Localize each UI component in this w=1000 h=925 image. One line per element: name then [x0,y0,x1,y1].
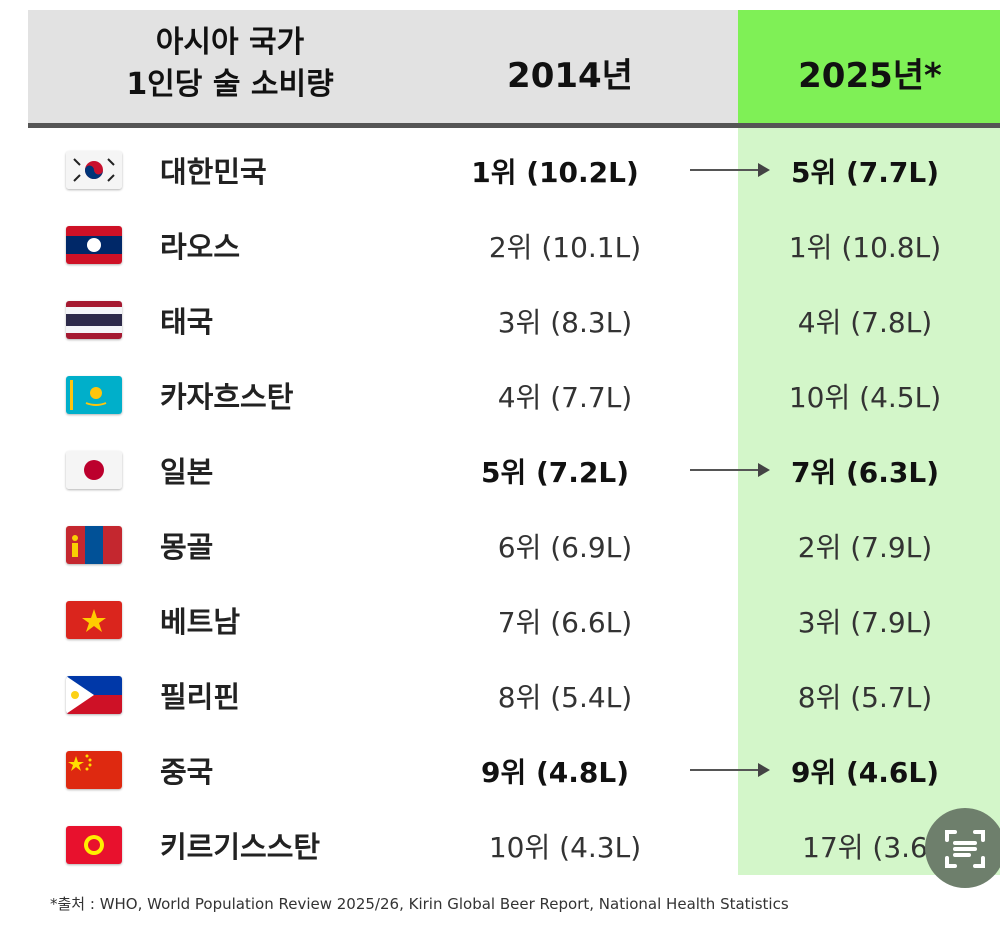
arrow-right-icon [690,763,770,777]
value-2014: 6위 (6.9L) [497,531,633,564]
header-2025-background [738,10,1000,128]
flag-thailand-icon [66,301,122,339]
value-2014: 1위 (10.2L) [471,156,639,189]
table-row: 카자흐스탄 4위 (7.7L) 10위 (4.5L) [0,356,1000,431]
value-2025: 5위 (7.7L) [790,156,940,189]
table-row: 라오스 2위 (10.1L) 1위 (10.8L) [0,206,1000,281]
flag-china-icon [66,751,122,789]
value-2025: 1위 (10.8L) [788,231,942,264]
country-name: 중국 [160,755,214,789]
arrow-right-icon [690,163,770,177]
value-2014: 9위 (4.8L) [480,756,630,789]
table-row: 필리핀 8위 (5.4L) 8위 (5.7L) [0,656,1000,731]
source-note: *출처 : WHO, World Population Review 2025/… [50,895,789,913]
country-name: 일본 [160,455,214,489]
header-title-line1: 아시아 국가 [155,25,305,60]
table-row: 중국 9위 (4.8L) 9위 (4.6L) [0,731,1000,806]
country-name: 필리핀 [160,680,241,714]
country-name: 카자흐스탄 [160,380,294,414]
arrow-right-icon [690,463,770,477]
table-row: 몽골 6위 (6.9L) 2위 (7.9L) [0,506,1000,581]
flag-kazakhstan-icon [66,376,122,414]
header-title-line2: 1인당 술 소비량 [126,67,334,102]
header-2014: 2014년 [507,56,633,96]
value-2025: 2위 (7.9L) [797,531,933,564]
value-2025: 3위 (7.9L) [797,606,933,639]
flag-south-korea-icon [66,151,122,189]
flag-philippines-icon [66,676,122,714]
flag-vietnam-icon [66,601,122,639]
value-2014: 7위 (6.6L) [497,606,633,639]
value-2025: 8위 (5.7L) [797,681,933,714]
value-2025: 7위 (6.3L) [790,456,940,489]
value-2025: 9위 (4.6L) [790,756,940,789]
table-row: 키르기스스탄 10위 (4.3L) 17위 (3.6 [0,806,1000,881]
scan-text-icon [945,830,985,868]
value-2025: 17위 (3.6 [802,831,928,864]
country-name: 몽골 [160,530,214,564]
flag-kyrgyzstan-icon [66,826,122,864]
flag-mongolia-icon [66,526,122,564]
country-name: 라오스 [160,230,241,264]
value-2014: 3위 (8.3L) [497,306,633,339]
header-title: 아시아 국가 1인당 술 소비량 [95,22,365,106]
value-2014: 8위 (5.4L) [497,681,633,714]
table-row: 태국 3위 (8.3L) 4위 (7.8L) [0,281,1000,356]
table-row: 일본 5위 (7.2L) 7위 (6.3L) [0,431,1000,506]
value-2014: 5위 (7.2L) [480,456,630,489]
value-2025: 10위 (4.5L) [788,381,942,414]
header-2025: 2025년* [798,56,942,96]
table-row: 대한민국 1위 (10.2L) 5위 (7.7L) [0,131,1000,206]
flag-japan-icon [66,451,122,489]
column-2025-background [738,10,1000,875]
value-2014: 4위 (7.7L) [497,381,633,414]
country-name: 태국 [160,305,214,339]
flag-laos-icon [66,226,122,264]
value-2025: 4위 (7.8L) [797,306,933,339]
value-2014: 2위 (10.1L) [488,231,642,264]
country-name: 베트남 [160,605,241,639]
country-name: 키르기스스탄 [160,830,321,864]
scan-text-button[interactable] [925,808,1000,888]
value-2014: 10위 (4.3L) [488,831,642,864]
table-row: 베트남 7위 (6.6L) 3위 (7.9L) [0,581,1000,656]
country-name: 대한민국 [160,155,267,189]
